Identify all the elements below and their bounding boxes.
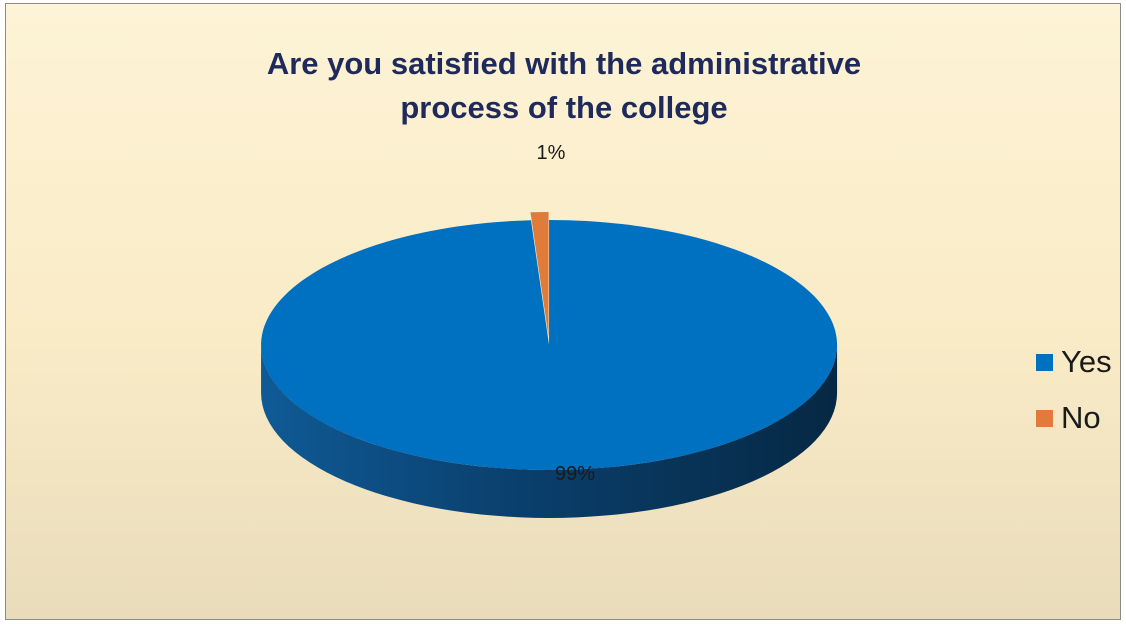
pie-chart: 99% 1% (261, 142, 838, 518)
data-label-no: 1% (537, 142, 566, 164)
pie-slice-side-yes (261, 344, 838, 518)
legend-swatch-yes (1036, 353, 1053, 371)
legend-item-yes: Yes (1036, 334, 1112, 390)
data-label-yes: 99% (555, 463, 595, 485)
legend: Yes No (1036, 334, 1112, 446)
chart-frame: Are you satisfied with the administrativ… (5, 3, 1121, 620)
legend-label-no: No (1061, 400, 1101, 435)
chart-title: Are you satisfied with the administrativ… (266, 46, 862, 125)
pie-slice-no (530, 212, 549, 338)
legend-item-no: No (1036, 390, 1112, 446)
legend-swatch-no (1036, 409, 1053, 427)
legend-label-yes: Yes (1061, 344, 1112, 379)
pie-slice-yes (261, 219, 838, 470)
